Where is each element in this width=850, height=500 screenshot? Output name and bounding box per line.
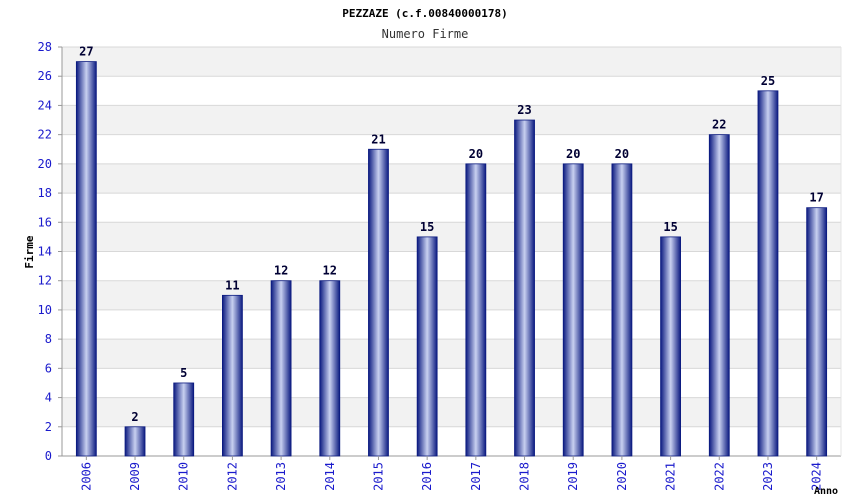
x-axis-label: Anno — [814, 486, 838, 497]
x-axis-ticks: 2006 2009 2010 2012 2013 2014 2015 2016 2017 2018… — [79, 456, 824, 491]
bar-2009 — [124, 426, 146, 457]
y-axis-label: Firme — [23, 235, 36, 268]
y-tick-label: 16 — [38, 215, 52, 229]
x-tick-label-2024: 2024 — [810, 462, 824, 491]
data-label-2023: 25 — [761, 74, 775, 88]
data-label-2022: 22 — [712, 118, 726, 132]
bar-2023 — [757, 90, 779, 457]
x-tick-label-2023: 2023 — [761, 462, 775, 491]
bar-2022 — [708, 134, 730, 457]
bar-2014 — [319, 280, 341, 457]
bar-2020 — [611, 163, 633, 457]
x-tick-label-2010: 2010 — [177, 462, 191, 491]
x-tick-label-2020: 2020 — [615, 462, 629, 491]
data-label-2014: 12 — [323, 264, 337, 278]
bar-2016 — [416, 236, 438, 457]
data-label-2013: 12 — [274, 264, 288, 278]
x-tick-label-2018: 2018 — [518, 462, 532, 491]
chart-title: PEZZAZE (c.f.00840000178) — [342, 7, 508, 20]
data-label-2012: 11 — [225, 278, 239, 292]
y-tick-label: 22 — [38, 128, 52, 142]
bar-2019 — [562, 163, 584, 457]
data-label-2018: 23 — [517, 103, 531, 117]
data-label-2019: 20 — [566, 147, 580, 161]
data-label-2024: 17 — [809, 191, 823, 205]
data-label-2016: 15 — [420, 220, 434, 234]
x-tick-label-2013: 2013 — [274, 462, 288, 491]
y-tick-label: 10 — [38, 303, 52, 317]
data-label-2021: 15 — [663, 220, 677, 234]
bar-2012 — [222, 294, 243, 457]
x-tick-label-2009: 2009 — [128, 462, 142, 491]
data-label-2009: 2 — [131, 410, 138, 424]
grid-band — [62, 76, 841, 106]
bar-2017 — [465, 163, 487, 457]
data-label-2006: 27 — [79, 45, 93, 59]
x-tick-label-2016: 2016 — [420, 462, 434, 491]
grid-band — [62, 47, 841, 77]
x-tick-label-2014: 2014 — [323, 462, 337, 491]
x-tick-label-2019: 2019 — [566, 462, 580, 491]
x-tick-label-2022: 2022 — [712, 462, 726, 491]
data-label-2015: 21 — [371, 132, 385, 146]
y-tick-label: 18 — [38, 186, 52, 200]
bar-2021 — [660, 236, 681, 457]
bar-2010 — [173, 382, 195, 457]
y-tick-label: 20 — [38, 157, 52, 171]
bar-2024 — [806, 207, 828, 457]
y-tick-label: 24 — [38, 98, 52, 112]
grid-band — [62, 105, 841, 135]
bar-2013 — [270, 280, 292, 457]
y-tick-label: 8 — [45, 332, 52, 346]
x-tick-label-2021: 2021 — [664, 462, 678, 491]
x-tick-label-2012: 2012 — [225, 462, 239, 491]
data-label-2020: 20 — [615, 147, 629, 161]
y-tick-label: 28 — [38, 40, 52, 54]
y-tick-label: 6 — [45, 361, 52, 375]
bar-2006 — [75, 61, 97, 457]
chart-subtitle: Numero Firme — [382, 27, 469, 41]
x-tick-label-2006: 2006 — [79, 462, 93, 491]
bars — [75, 61, 828, 457]
y-tick-label: 2 — [45, 420, 52, 434]
bar-2015 — [368, 148, 389, 457]
y-tick-label: 0 — [45, 449, 52, 463]
y-tick-label: 14 — [38, 245, 52, 259]
x-tick-label-2015: 2015 — [371, 462, 385, 491]
y-tick-label: 4 — [45, 391, 52, 405]
data-label-2017: 20 — [469, 147, 483, 161]
x-tick-label-2017: 2017 — [469, 462, 483, 491]
data-label-2010: 5 — [180, 366, 187, 380]
bar-2018 — [514, 119, 535, 457]
y-tick-label: 26 — [38, 69, 52, 83]
y-tick-label: 12 — [38, 274, 52, 288]
